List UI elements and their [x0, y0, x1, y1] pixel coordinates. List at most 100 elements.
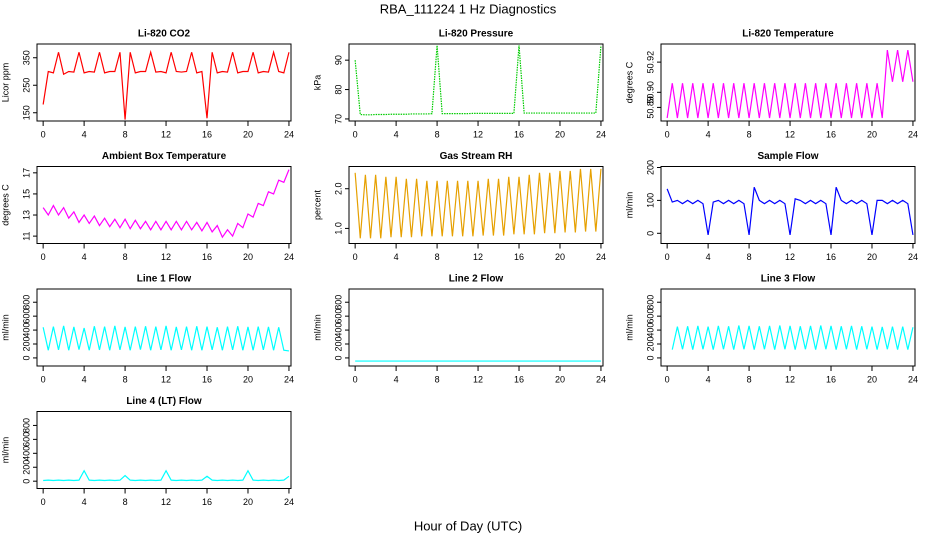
y-tick-label: 13 — [21, 210, 31, 220]
x-tick-label: 0 — [665, 374, 670, 384]
y-tick-label: 50.92 — [645, 51, 655, 74]
x-tick-label: 12 — [161, 374, 171, 384]
y-tick-label: 17 — [21, 168, 31, 178]
x-tick-label: 20 — [243, 252, 253, 262]
x-tick-label: 16 — [514, 374, 524, 384]
y-tick-label: 600 — [645, 309, 655, 324]
x-tick-label: 4 — [706, 129, 711, 139]
y-tick-label: 100 — [645, 193, 655, 208]
x-tick-label: 12 — [473, 129, 483, 139]
y-tick-label: 800 — [333, 295, 343, 310]
y-tick-label: 150 — [21, 105, 31, 120]
y-tick-label: 50.90 — [645, 81, 655, 104]
y-tick-label: 200 — [645, 160, 655, 175]
x-tick-label: 4 — [82, 497, 87, 507]
y-tick-label: 600 — [21, 432, 31, 447]
panel-title: Line 2 Flow — [449, 274, 504, 285]
y-axis-label: kPa — [312, 75, 322, 91]
x-tick-label: 16 — [202, 252, 212, 262]
x-tick-label: 24 — [596, 252, 606, 262]
x-tick-label: 4 — [706, 252, 711, 262]
y-tick-label: 2.0 — [333, 182, 343, 195]
x-axis-label: Hour of Day (UTC) — [414, 518, 522, 533]
x-tick-label: 20 — [867, 374, 877, 384]
panel-title: Li-820 CO2 — [138, 29, 191, 40]
x-tick-label: 12 — [473, 252, 483, 262]
data-line — [354, 45, 602, 116]
panel-title: Line 4 (LT) Flow — [126, 396, 202, 407]
x-tick-label: 4 — [394, 374, 399, 384]
data-line — [666, 187, 914, 236]
y-tick-label: 0 — [645, 231, 655, 236]
x-tick-label: 24 — [284, 497, 294, 507]
x-tick-label: 16 — [514, 252, 524, 262]
data-line — [354, 168, 602, 239]
x-tick-label: 12 — [161, 129, 171, 139]
x-tick-label: 8 — [435, 252, 440, 262]
y-tick-label: 50.89 — [645, 96, 655, 119]
x-tick-label: 24 — [284, 252, 294, 262]
y-axis-label: degrees C — [0, 184, 10, 226]
x-tick-label: 20 — [243, 374, 253, 384]
x-tick-label: 12 — [785, 252, 795, 262]
x-tick-label: 24 — [908, 129, 918, 139]
panel-title: Line 3 Flow — [761, 274, 816, 285]
y-tick-label: 800 — [645, 295, 655, 310]
data-line — [666, 49, 914, 119]
data-line — [42, 49, 290, 120]
y-tick-label: 1.0 — [333, 222, 343, 235]
x-tick-label: 8 — [747, 252, 752, 262]
panel-title: Line 1 Flow — [137, 274, 192, 285]
x-tick-label: 0 — [41, 497, 46, 507]
x-tick-label: 24 — [284, 129, 294, 139]
y-axis-label: ml/min — [624, 314, 634, 341]
x-tick-label: 8 — [747, 374, 752, 384]
x-tick-label: 4 — [394, 129, 399, 139]
plot-box — [348, 166, 604, 244]
y-tick-label: 80 — [333, 85, 343, 95]
y-tick-label: 200 — [21, 460, 31, 475]
data-line — [43, 469, 290, 482]
x-tick-label: 8 — [123, 252, 128, 262]
x-tick-label: 20 — [243, 497, 253, 507]
plot-box — [36, 166, 292, 244]
x-tick-label: 16 — [826, 374, 836, 384]
panel-title: Gas Stream RH — [440, 151, 513, 162]
y-tick-label: 11 — [21, 231, 31, 240]
x-tick-label: 8 — [123, 374, 128, 384]
data-line — [42, 325, 290, 352]
x-tick-label: 4 — [82, 374, 87, 384]
y-axis-label: Licor ppm — [0, 63, 10, 103]
x-tick-label: 4 — [706, 374, 711, 384]
x-tick-label: 16 — [826, 129, 836, 139]
x-tick-label: 12 — [161, 252, 171, 262]
x-tick-label: 0 — [41, 374, 46, 384]
x-tick-label: 20 — [867, 129, 877, 139]
plot-box — [36, 43, 292, 122]
x-tick-label: 8 — [123, 497, 128, 507]
y-tick-label: 0 — [21, 479, 31, 484]
panel-title: Li-820 Pressure — [439, 29, 514, 40]
x-tick-label: 4 — [82, 252, 87, 262]
panel-title: Ambient Box Temperature — [102, 151, 227, 162]
y-axis-label: ml/min — [624, 192, 634, 219]
x-tick-label: 24 — [908, 374, 918, 384]
y-tick-label: 400 — [333, 323, 343, 338]
y-tick-label: 90 — [333, 55, 343, 65]
plot-box — [660, 288, 916, 367]
x-tick-label: 16 — [202, 374, 212, 384]
x-tick-label: 20 — [867, 252, 877, 262]
data-line — [671, 325, 914, 350]
y-tick-label: 0 — [21, 355, 31, 360]
plot-box — [348, 288, 604, 367]
x-tick-label: 8 — [435, 129, 440, 139]
y-tick-label: 200 — [645, 336, 655, 351]
y-tick-label: 400 — [21, 446, 31, 461]
y-axis-label: ml/min — [0, 437, 10, 464]
y-tick-label: 0 — [333, 355, 343, 360]
plot-box — [660, 166, 916, 244]
x-tick-label: 16 — [514, 129, 524, 139]
x-tick-label: 20 — [555, 129, 565, 139]
panel-title: Sample Flow — [757, 151, 818, 162]
